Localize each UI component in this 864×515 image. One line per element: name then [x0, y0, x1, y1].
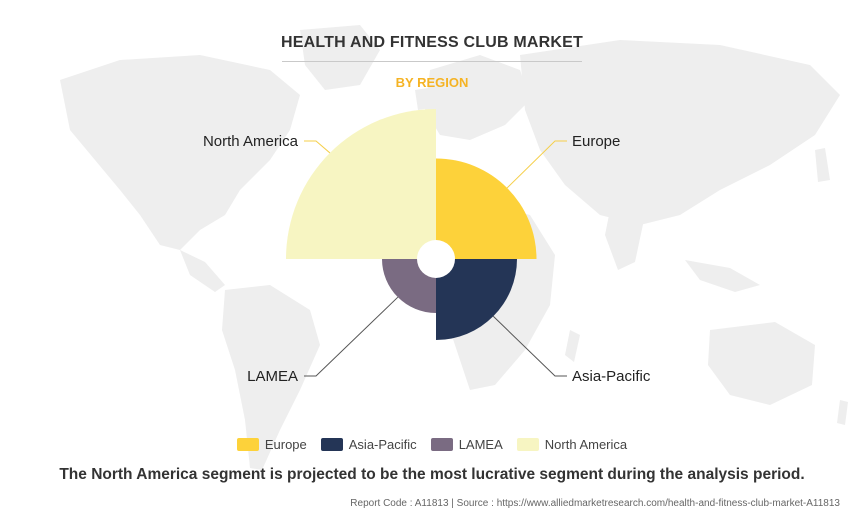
legend-label-north-america: North America: [544, 437, 628, 452]
leader-line-north-america: [304, 140, 331, 154]
slice-europe: [436, 158, 537, 259]
chart-title: HEALTH AND FITNESS CLUB MARKET: [281, 34, 583, 51]
report-source: Source : https://www.alliedmarketresearc…: [456, 498, 840, 509]
slice-lamea: [382, 259, 436, 313]
slice-label-europe: Europe: [572, 133, 620, 150]
legend-swatch-asia-pacific: [320, 438, 343, 451]
chart-legend: Europe Asia-Pacific LAMEA North America: [0, 437, 864, 452]
legend-label-europe: Europe: [264, 437, 307, 452]
legend-label-asia-pacific: Asia-Pacific: [348, 437, 417, 452]
legend-item-lamea: LAMEA: [430, 437, 503, 452]
report-code: Report Code : A11813: [350, 498, 449, 509]
slice-label-asia-pacific: Asia-Pacific: [572, 368, 651, 385]
legend-label-lamea: LAMEA: [458, 437, 503, 452]
leader-line-asia-pacific: [492, 315, 567, 377]
legend-swatch-europe: [236, 438, 259, 451]
footer-separator: |: [451, 498, 454, 509]
legend-swatch-lamea: [430, 438, 453, 451]
chart-caption: The North America segment is projected t…: [59, 466, 805, 483]
chart-subtitle: BY REGION: [395, 75, 469, 90]
slice-label-north-america: North America: [203, 133, 299, 150]
leader-line-lamea: [304, 296, 399, 377]
legend-item-north-america: North America: [516, 437, 628, 452]
slice-north-america: [286, 109, 436, 259]
leader-line-europe: [506, 140, 567, 189]
center-hole: [417, 240, 455, 278]
legend-swatch-north-america: [516, 438, 539, 451]
slice-label-lamea: LAMEA: [247, 368, 298, 385]
title-divider: [282, 61, 582, 62]
legend-item-asia-pacific: Asia-Pacific: [320, 437, 417, 452]
slice-asia-pacific: [436, 259, 517, 340]
report-footer: Report Code : A11813 | Source : https://…: [350, 498, 840, 509]
legend-item-europe: Europe: [236, 437, 307, 452]
